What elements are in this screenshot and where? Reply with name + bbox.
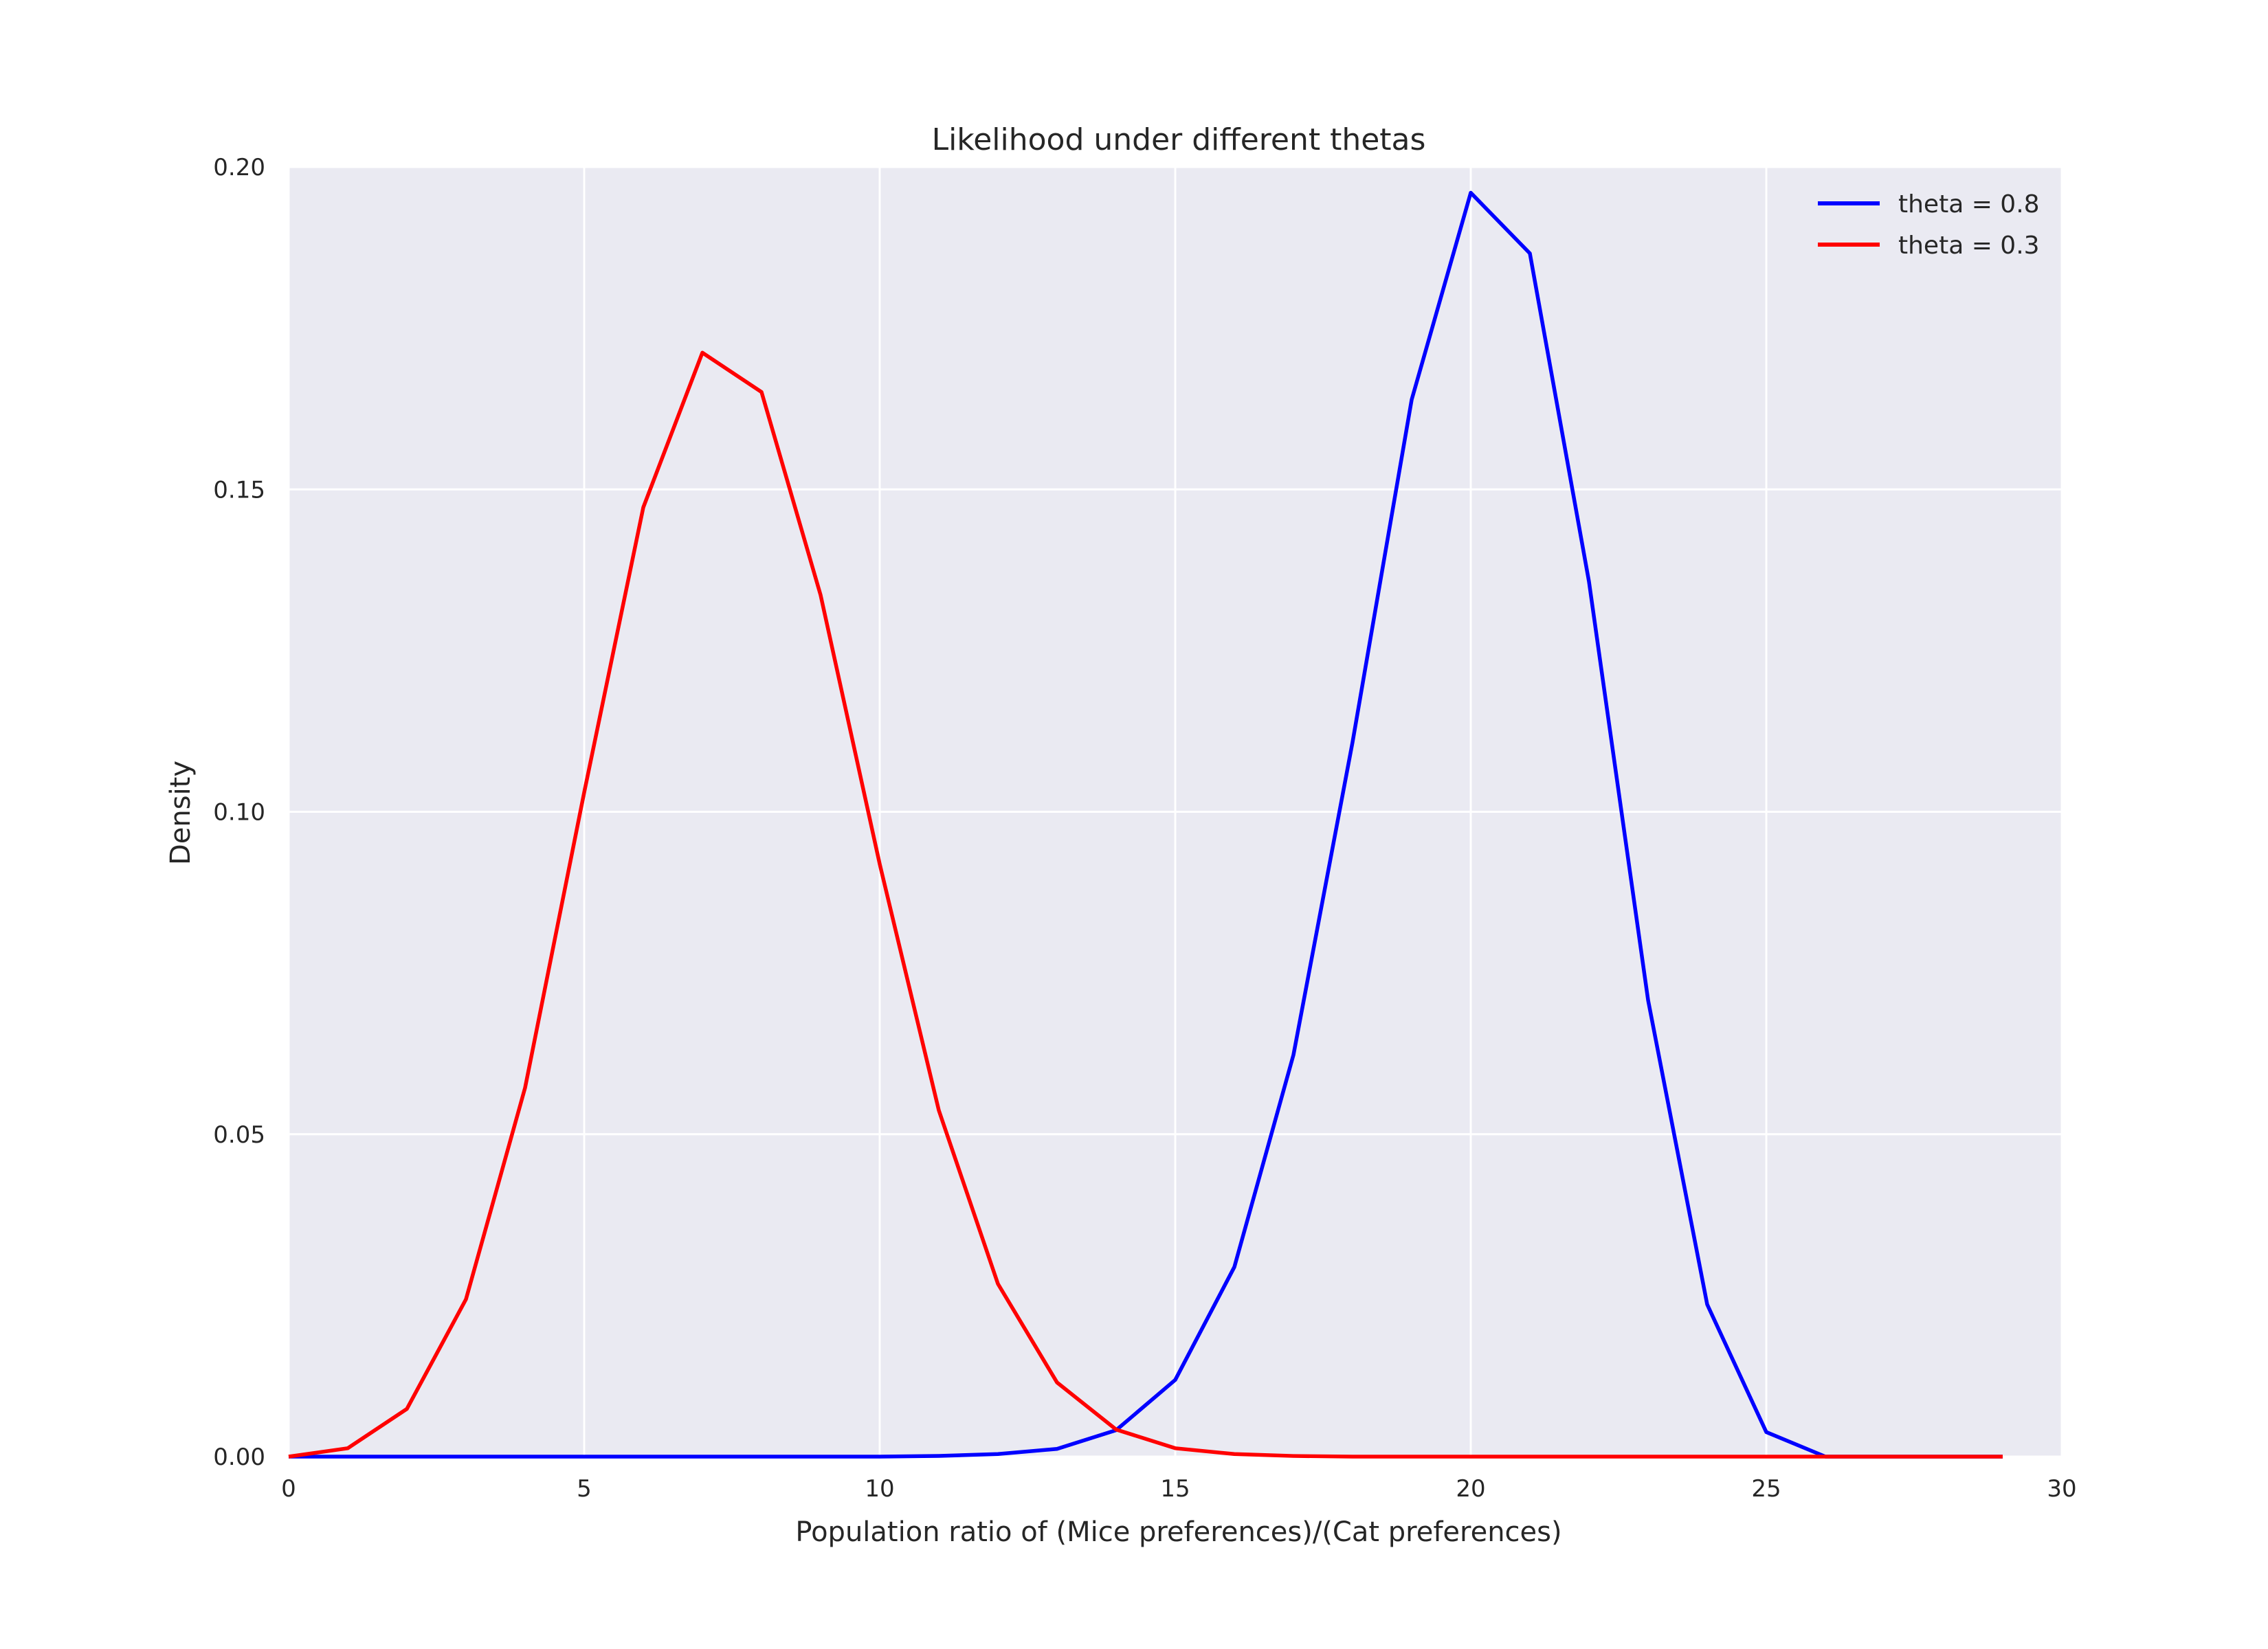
x-tick-label: 0 — [281, 1475, 296, 1503]
legend-label-theta-0-3: theta = 0.3 — [1898, 232, 2040, 260]
x-tick-label: 15 — [1160, 1475, 1190, 1503]
y-axis-label: Density — [165, 761, 197, 865]
series-lines — [288, 190, 2003, 1459]
chart-title: Likelihood under different thetas — [932, 122, 1426, 157]
x-tick-label: 10 — [865, 1475, 894, 1503]
legend: theta = 0.8 theta = 0.3 — [1818, 190, 2040, 260]
x-tick-label: 20 — [1456, 1475, 1485, 1503]
tick-labels: 0 5 10 15 20 25 30 0.00 0.05 0.10 0.15 0.20 — [213, 154, 2076, 1503]
y-tick-label: 0.15 — [213, 476, 265, 504]
y-tick-label: 0.10 — [213, 799, 265, 827]
legend-label-theta-0-8: theta = 0.8 — [1898, 190, 2040, 218]
series-line-theta-0-3 — [288, 350, 2003, 1459]
x-tick-label: 25 — [1751, 1475, 1781, 1503]
x-axis-label: Population ratio of (Mice preferences)/(… — [795, 1516, 1561, 1548]
series-line-theta-0-8 — [289, 190, 2003, 1459]
x-tick-label: 5 — [577, 1475, 592, 1503]
y-tick-label: 0.00 — [213, 1444, 265, 1471]
y-tick-label: 0.20 — [213, 154, 265, 181]
x-tick-label: 30 — [2047, 1475, 2076, 1503]
y-tick-label: 0.05 — [213, 1121, 265, 1149]
